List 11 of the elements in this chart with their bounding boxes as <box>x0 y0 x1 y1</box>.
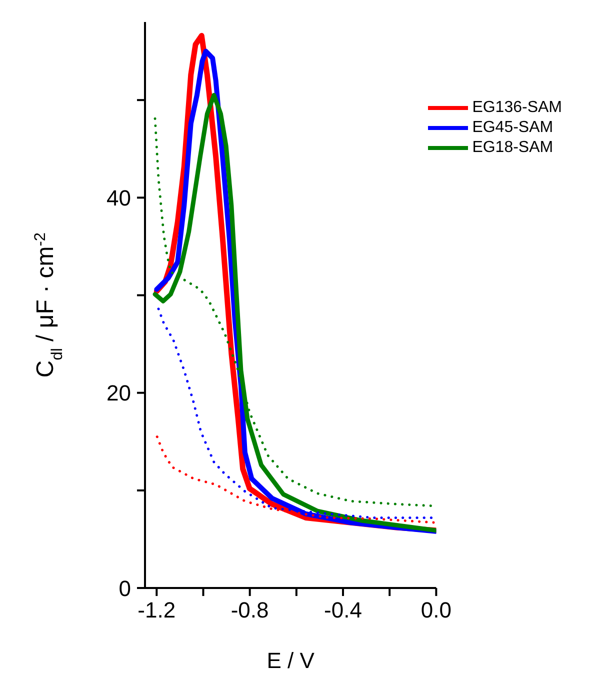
y-tick-label: 40 <box>106 185 131 210</box>
legend-label: EG45-SAM <box>472 118 554 138</box>
x-tick-label: -0.4 <box>324 598 362 623</box>
x-tick-label: -1.2 <box>138 598 176 623</box>
x-tick-label: -0.8 <box>230 598 269 623</box>
x-tick-label: 0.0 <box>420 598 452 623</box>
x-axis-title: E / V <box>266 648 315 673</box>
legend-label: EG18-SAM <box>472 138 554 158</box>
y-tick-label: 20 <box>106 380 131 406</box>
y-tick-label: 0 <box>118 576 131 601</box>
legend-label: EG136-SAM <box>472 98 562 118</box>
